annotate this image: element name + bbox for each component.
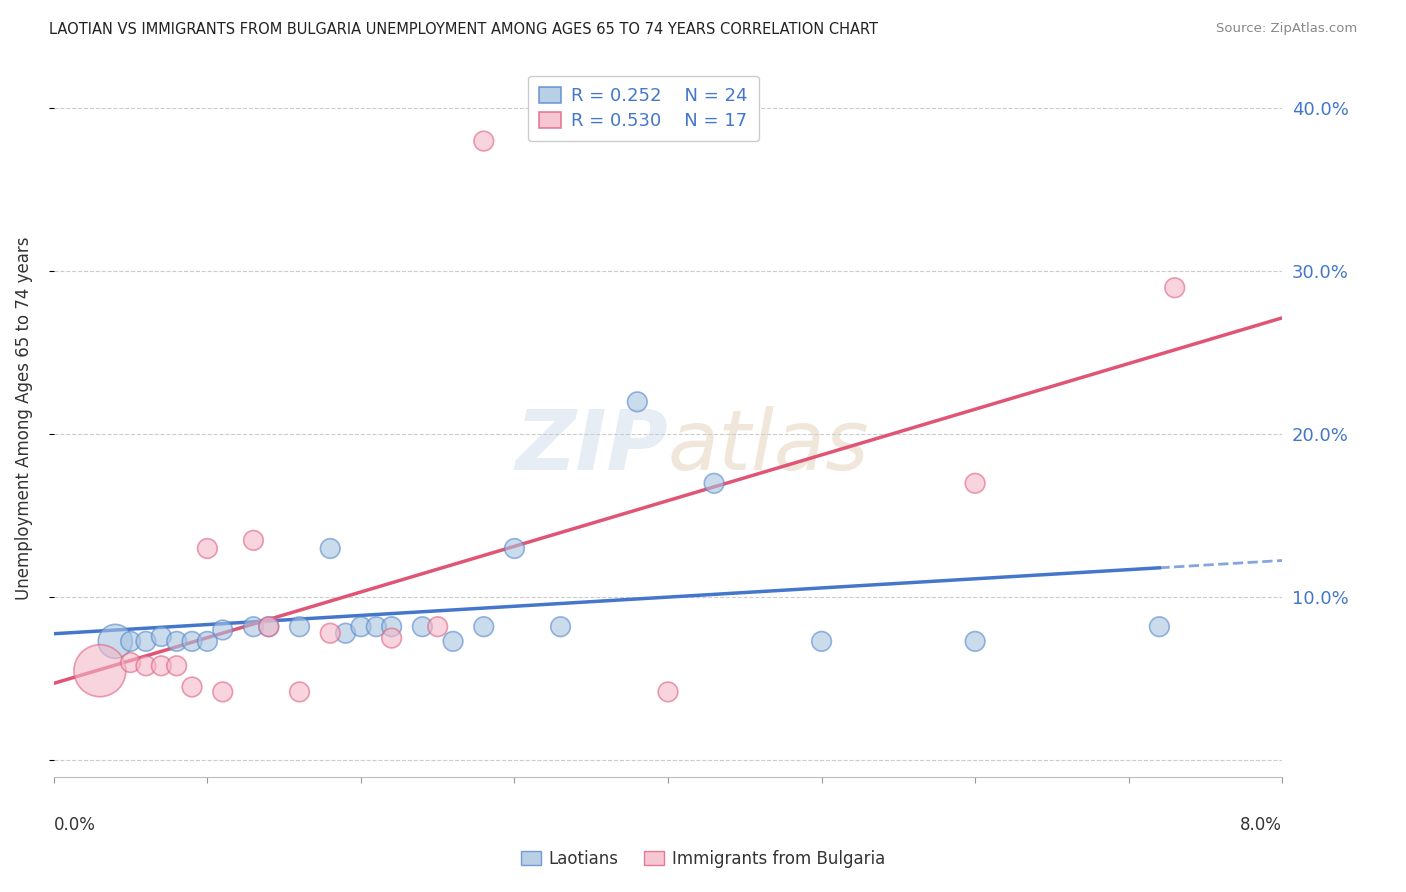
Point	[120, 634, 142, 648]
Y-axis label: Unemployment Among Ages 65 to 74 years: Unemployment Among Ages 65 to 74 years	[15, 236, 32, 599]
Point	[166, 634, 188, 648]
Point	[472, 620, 495, 634]
Text: atlas: atlas	[668, 406, 870, 487]
Point	[1149, 620, 1171, 634]
Text: 0.0%: 0.0%	[53, 816, 96, 834]
Point	[150, 658, 173, 673]
Point	[150, 630, 173, 644]
Point	[626, 394, 648, 409]
Point	[211, 623, 233, 637]
Point	[441, 634, 464, 648]
Text: Source: ZipAtlas.com: Source: ZipAtlas.com	[1216, 22, 1357, 36]
Point	[181, 634, 204, 648]
Point	[381, 620, 404, 634]
Point	[242, 620, 264, 634]
Point	[703, 476, 725, 491]
Point	[810, 634, 832, 648]
Point	[965, 634, 987, 648]
Text: 8.0%: 8.0%	[1240, 816, 1282, 834]
Point	[181, 680, 204, 694]
Point	[472, 134, 495, 148]
Point	[411, 620, 433, 634]
Point	[242, 533, 264, 548]
Point	[319, 626, 342, 640]
Point	[319, 541, 342, 556]
Point	[1164, 281, 1187, 295]
Text: ZIP: ZIP	[516, 406, 668, 487]
Point	[257, 620, 280, 634]
Point	[135, 658, 157, 673]
Point	[335, 626, 357, 640]
Point	[366, 620, 388, 634]
Point	[426, 620, 449, 634]
Point	[120, 656, 142, 670]
Point	[89, 664, 111, 678]
Legend: R = 0.252    N = 24, R = 0.530    N = 17: R = 0.252 N = 24, R = 0.530 N = 17	[529, 76, 759, 141]
Point	[381, 631, 404, 645]
Legend: Laotians, Immigrants from Bulgaria: Laotians, Immigrants from Bulgaria	[513, 844, 893, 875]
Point	[104, 634, 127, 648]
Point	[288, 620, 311, 634]
Point	[195, 634, 218, 648]
Point	[257, 620, 280, 634]
Point	[965, 476, 987, 491]
Point	[195, 541, 218, 556]
Point	[166, 658, 188, 673]
Text: LAOTIAN VS IMMIGRANTS FROM BULGARIA UNEMPLOYMENT AMONG AGES 65 TO 74 YEARS CORRE: LAOTIAN VS IMMIGRANTS FROM BULGARIA UNEM…	[49, 22, 879, 37]
Point	[657, 685, 679, 699]
Point	[135, 634, 157, 648]
Point	[288, 685, 311, 699]
Point	[503, 541, 526, 556]
Point	[211, 685, 233, 699]
Point	[550, 620, 572, 634]
Point	[350, 620, 373, 634]
